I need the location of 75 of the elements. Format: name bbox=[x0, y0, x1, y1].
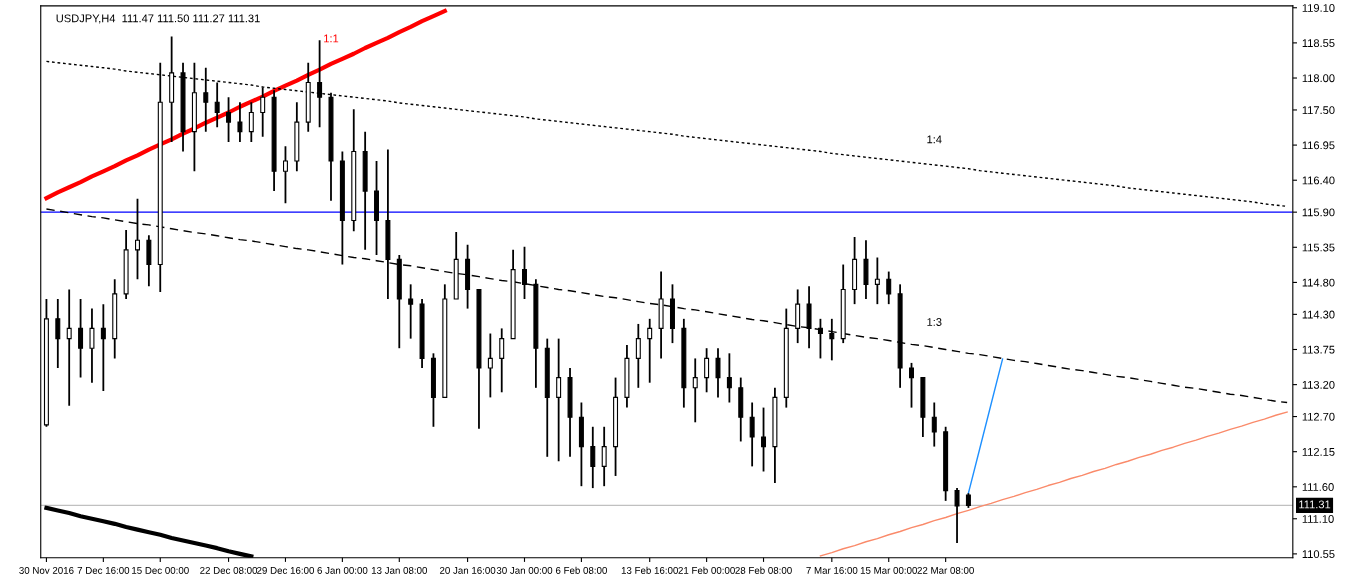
y-tick-label: 113.75 bbox=[1302, 345, 1335, 354]
x-tick-label: 30 Jan 00:00 bbox=[496, 567, 553, 574]
line-series bbox=[967, 358, 1004, 494]
candlestick bbox=[556, 337, 562, 463]
candlestick bbox=[226, 96, 232, 143]
candlestick bbox=[954, 487, 960, 544]
y-tick-label: 111.10 bbox=[1302, 515, 1334, 523]
x-tick-label: 7 Mar 16:00 bbox=[806, 567, 858, 574]
y-tick-label: 115.35 bbox=[1302, 243, 1335, 252]
candlestick bbox=[726, 352, 732, 404]
y-tick-label: 112.70 bbox=[1302, 412, 1335, 421]
candlestick bbox=[78, 298, 84, 379]
series-label: 1:4 bbox=[927, 135, 942, 144]
x-tick-label: 22 Dec 08:00 bbox=[200, 567, 258, 574]
candlestick bbox=[817, 317, 823, 360]
candlestick bbox=[704, 347, 710, 394]
y-tick-label: 111.60 bbox=[1302, 483, 1334, 491]
y-tick-label: 113.20 bbox=[1302, 380, 1335, 389]
candlestick bbox=[89, 307, 95, 384]
candlestick bbox=[601, 425, 607, 488]
candlestick bbox=[248, 101, 254, 143]
x-tick-label: 28 Feb 08:00 bbox=[735, 566, 792, 574]
x-tick-label: 22 Mar 08:00 bbox=[917, 567, 974, 574]
series-label: 1:3 bbox=[927, 318, 942, 326]
candlestick bbox=[749, 401, 755, 468]
candlestick bbox=[874, 256, 880, 306]
x-tick-label: 6 Feb 08:00 bbox=[555, 566, 607, 574]
candlestick bbox=[647, 317, 653, 384]
candlestick bbox=[522, 245, 527, 300]
series-label: 1:1 bbox=[324, 34, 339, 43]
y-tick-label: 115.90 bbox=[1302, 208, 1335, 217]
candlestick bbox=[692, 357, 698, 424]
ref-line-label: 111.31 bbox=[1299, 500, 1331, 509]
x-tick-label: 13 Jan 08:00 bbox=[371, 567, 428, 574]
candlestick bbox=[909, 361, 914, 409]
x-tick-label: 7 Dec 16:00 bbox=[77, 567, 130, 574]
candlestick bbox=[499, 327, 505, 394]
x-tick-label: 13 Feb 16:00 bbox=[621, 566, 678, 574]
y-tick-label: 119.10 bbox=[1302, 4, 1335, 12]
y-tick-label: 112.15 bbox=[1302, 447, 1335, 456]
candlestick bbox=[214, 81, 220, 129]
x-tick-label: 15 Dec 00:00 bbox=[132, 567, 189, 574]
y-tick-label: 116.95 bbox=[1302, 141, 1335, 150]
x-tick-label: 6 Jan 00:00 bbox=[317, 567, 368, 574]
candlestick bbox=[715, 347, 721, 399]
x-tick-label: 15 Mar 00:00 bbox=[860, 567, 917, 574]
x-tick-label: 30 Nov 2016 bbox=[19, 567, 74, 574]
candlestick bbox=[635, 323, 641, 389]
candlestick bbox=[590, 425, 596, 490]
y-tick-label: 110.55 bbox=[1302, 550, 1335, 559]
text: USDJPY,H4 111.47 111.50 111.27 111.31 bbox=[56, 14, 260, 24]
y-tick-label: 118.55 bbox=[1302, 39, 1335, 48]
candlestick bbox=[203, 66, 209, 133]
candlestick bbox=[260, 86, 266, 138]
y-tick-label: 117.50 bbox=[1302, 106, 1335, 115]
candlestick bbox=[408, 283, 414, 340]
y-tick-label: 114.80 bbox=[1302, 278, 1335, 287]
line-series bbox=[819, 411, 1288, 557]
candlestick bbox=[886, 270, 892, 306]
y-tick-label: 114.30 bbox=[1302, 310, 1335, 319]
candlestick bbox=[829, 317, 835, 362]
x-tick-label: 20 Jan 16:00 bbox=[439, 567, 496, 574]
x-tick-label: 29 Dec 16:00 bbox=[257, 567, 314, 574]
candlestick bbox=[282, 145, 288, 205]
candlestick bbox=[487, 332, 493, 399]
x-tick-label: 21 Feb 00:00 bbox=[678, 566, 735, 574]
candlestick bbox=[55, 298, 61, 369]
candlestick bbox=[237, 101, 243, 143]
y-tick-label: 118.00 bbox=[1302, 74, 1335, 83]
line-series bbox=[44, 8, 447, 201]
y-tick-label: 116.40 bbox=[1302, 176, 1335, 185]
candlestick bbox=[100, 303, 106, 392]
candlestick bbox=[931, 401, 937, 448]
candlestick bbox=[66, 288, 72, 407]
candlestick bbox=[761, 406, 767, 473]
